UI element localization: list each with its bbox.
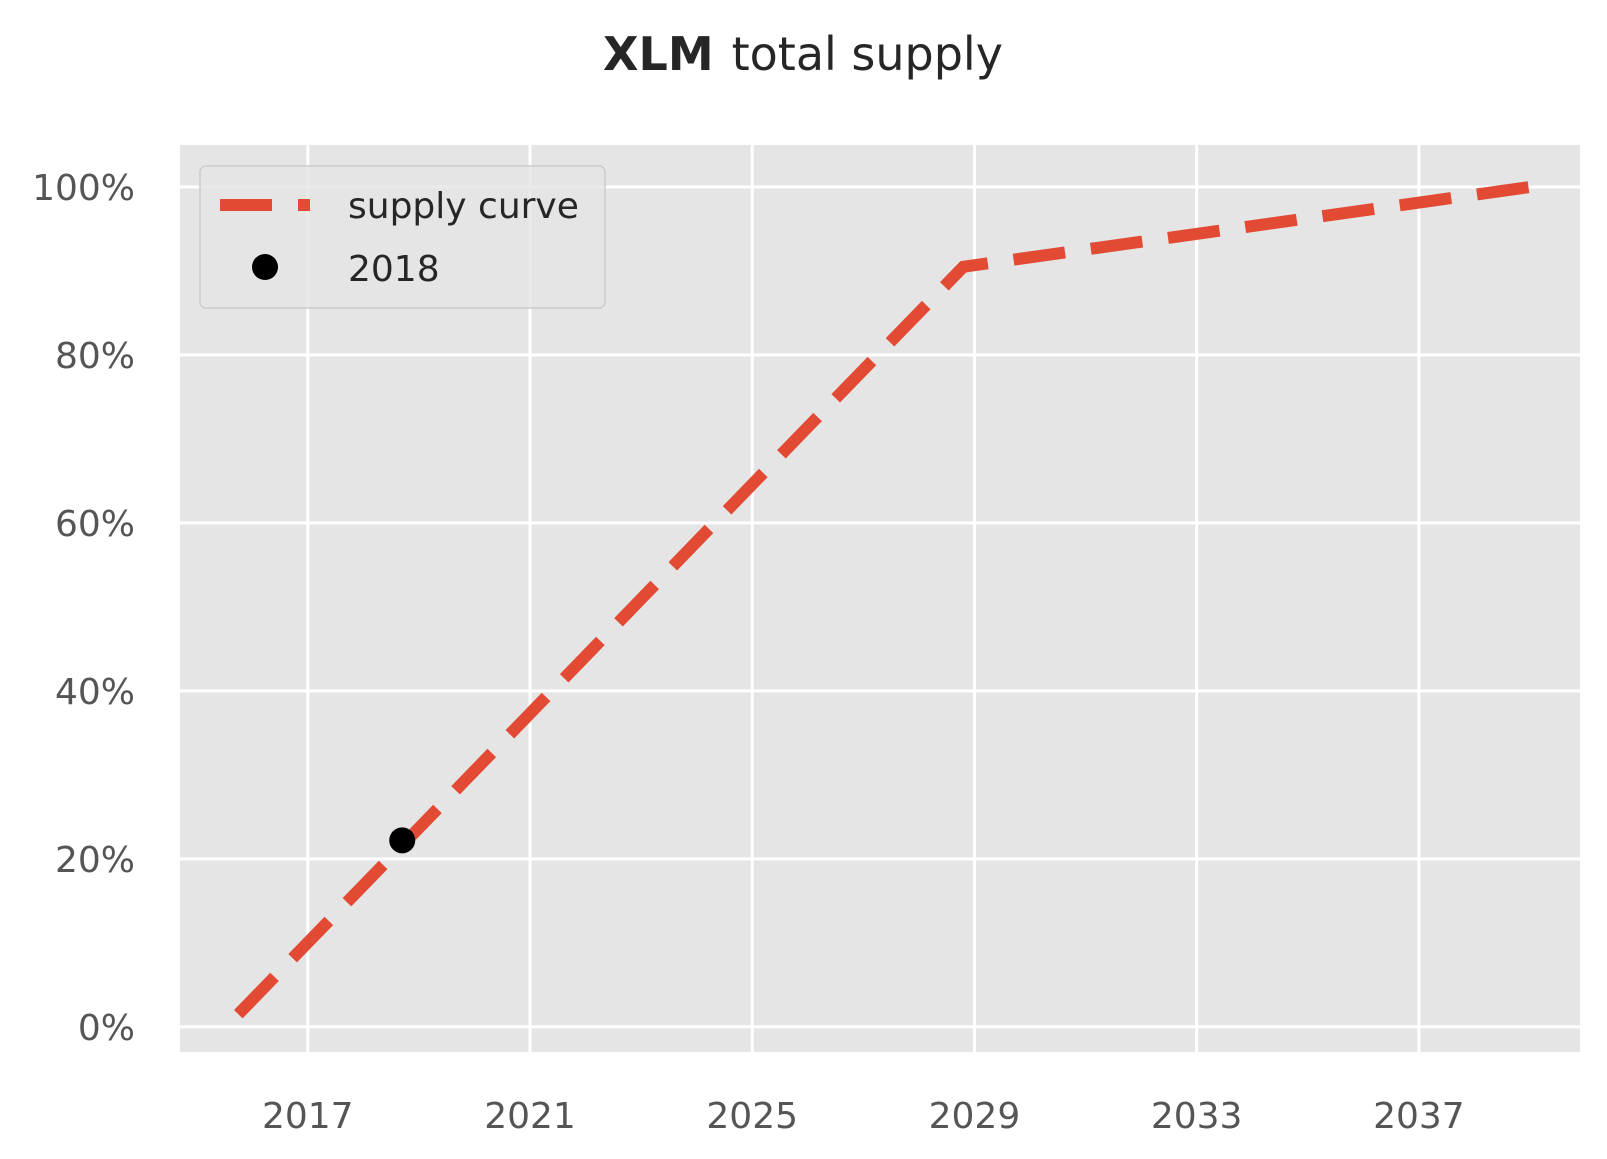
x-tick-label: 2017: [262, 1096, 354, 1137]
y-tick-label: 80%: [55, 336, 135, 377]
chart-title: XLM total supply: [603, 27, 1003, 81]
supply-curve-line: [234, 181, 1531, 1019]
x-tick-label: 2037: [1373, 1096, 1465, 1137]
y-tick-label: 20%: [55, 840, 135, 881]
series-layer: [234, 181, 1531, 1019]
x-tick-label: 2029: [929, 1096, 1021, 1137]
legend-marker-swatch: [252, 254, 278, 280]
legend: supply curve 2018: [199, 165, 606, 309]
x-tick-label: 2021: [484, 1096, 576, 1137]
y-tick-label: 60%: [55, 504, 135, 545]
chart-title-bold: XLM: [603, 27, 714, 81]
legend-label-supply-curve: supply curve: [348, 186, 579, 227]
x-tick-label: 2025: [706, 1096, 798, 1137]
grid-lines: [180, 145, 1580, 1052]
x-tick-labels: 2017 2021 2025 2029 2033 2037: [262, 1096, 1465, 1137]
y-tick-label: 100%: [32, 168, 135, 209]
y-tick-label: 40%: [55, 672, 135, 713]
point-2018: [389, 827, 416, 854]
y-tick-label: 0%: [78, 1008, 135, 1049]
legend-label-2018: 2018: [348, 249, 440, 290]
x-tick-label: 2033: [1151, 1096, 1243, 1137]
chart-title-rest: total supply: [732, 27, 1003, 81]
y-tick-labels: 0% 20% 40% 60% 80% 100%: [32, 168, 135, 1049]
